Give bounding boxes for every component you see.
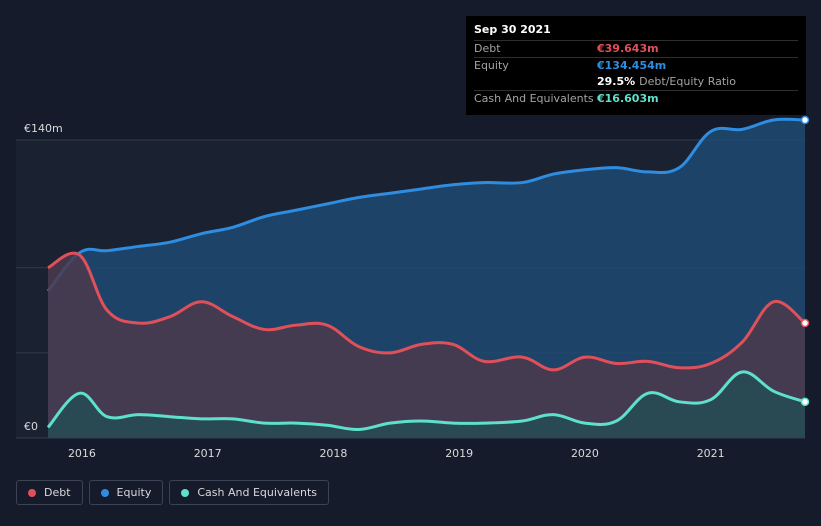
tooltip-row-ratio: 29.5% Debt/Equity Ratio (474, 74, 798, 91)
legend-item-debt[interactable]: Debt (16, 480, 83, 505)
legend-label-equity: Equity (116, 486, 152, 499)
x-tick-label: 2021 (697, 447, 725, 460)
tooltip-cash-label: Cash And Equivalents (474, 92, 594, 105)
series-endpoint-equity[interactable] (800, 115, 810, 125)
tooltip-row-debt: Debt €39.643m (474, 41, 798, 58)
tooltip-cash-value: €16.603m (597, 92, 659, 105)
tooltip-panel: Sep 30 2021 Debt €39.643m Equity €134.45… (466, 16, 806, 115)
x-tick-label: 2018 (319, 447, 347, 460)
cash-dot-icon (181, 488, 190, 497)
legend-label-debt: Debt (44, 486, 71, 499)
y-tick-label: €140m (24, 122, 63, 135)
legend-label-cash: Cash And Equivalents (197, 486, 317, 499)
tooltip-date: Sep 30 2021 (474, 16, 798, 41)
series-line-cash-and-equivalents (46, 370, 806, 431)
y-tick-label: €0 (24, 420, 38, 433)
series-endpoint-debt[interactable] (800, 318, 810, 328)
series-layer (46, 115, 810, 438)
legend-item-equity[interactable]: Equity (88, 480, 164, 505)
tooltip-row-equity: Equity €134.454m (474, 58, 798, 74)
tooltip-debt-value: €39.643m (597, 42, 659, 55)
tooltip-equity-label: Equity (474, 59, 509, 72)
x-tick-label: 2017 (194, 447, 222, 460)
tooltip-row-cash: Cash And Equivalents €16.603m (474, 91, 798, 107)
series-endpoint-cash-and-equivalents[interactable] (800, 397, 810, 407)
x-tick-label: 2016 (68, 447, 96, 460)
debt-dot-icon (28, 488, 36, 497)
x-tick-label: 2019 (445, 447, 473, 460)
tooltip-ratio-value: 29.5% (597, 75, 636, 88)
tooltip-equity-value: €134.454m (597, 59, 667, 72)
equity-dot-icon (100, 488, 109, 497)
tooltip-ratio-label: Debt/Equity Ratio (639, 75, 736, 88)
tooltip-debt-label: Debt (474, 42, 501, 55)
axis-layer: €140m €0 2016 2017 2018 2019 2020 2021 (24, 122, 725, 460)
series-line-debt (47, 251, 806, 372)
x-tick-label: 2020 (571, 447, 599, 460)
legend-item-cash[interactable]: Cash And Equivalents (169, 480, 329, 505)
legend: Debt Equity Cash And Equivalents (16, 480, 329, 507)
series-area-debt (48, 253, 805, 438)
series-line-equity (46, 117, 806, 293)
